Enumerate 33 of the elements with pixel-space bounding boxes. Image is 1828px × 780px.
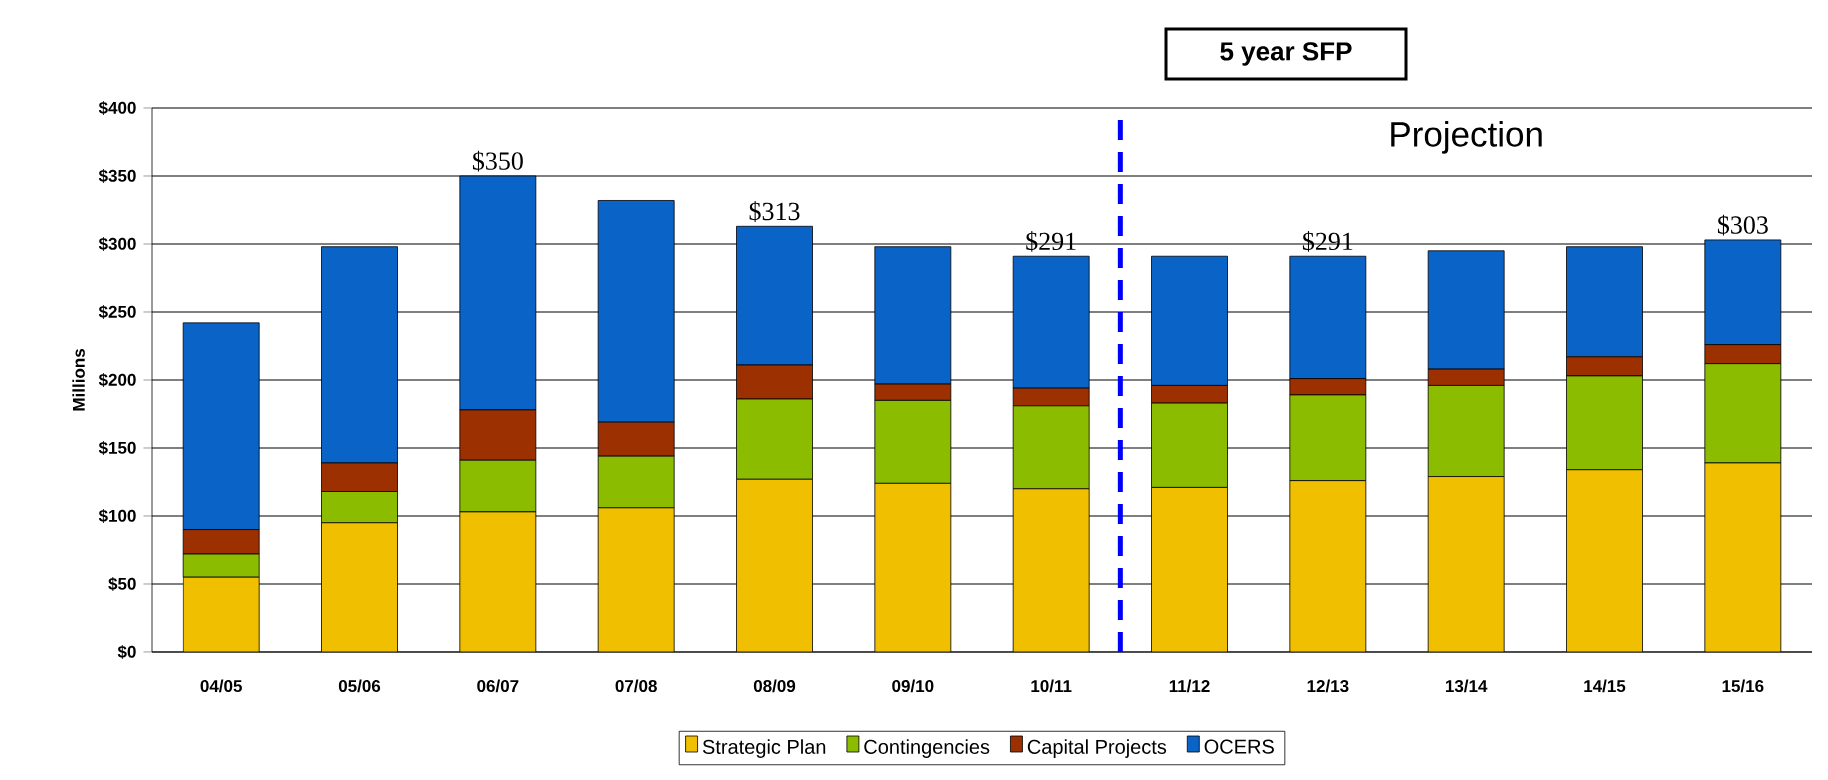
x-tick-label: 14/15: [1584, 679, 1626, 693]
x-tick-label: 04/05: [200, 679, 242, 693]
x-tick-label: 11/12: [1169, 679, 1210, 693]
y-tick-label: $350: [98, 169, 136, 183]
total-label: $291: [1302, 231, 1353, 252]
total-label: $350: [472, 150, 523, 172]
y-tick-label: $150: [98, 441, 136, 455]
y-tick-label: $200: [98, 373, 136, 387]
y-tick-label: $0: [117, 645, 136, 659]
text: 5 year SFP: [1220, 42, 1352, 66]
legend-label: OCERS: [1204, 739, 1274, 754]
total-label: $303: [1717, 214, 1768, 236]
x-tick-label: 07/08: [615, 679, 657, 693]
x-tick-label: 13/14: [1445, 679, 1488, 693]
x-tick-label: 09/10: [892, 679, 934, 693]
x-tick-label: 10/11: [1031, 679, 1072, 693]
x-tick-label: 15/16: [1722, 679, 1764, 693]
x-tick-label: 08/09: [753, 679, 796, 693]
y-tick-label: $250: [98, 305, 136, 319]
y-tick-label: $400: [98, 101, 136, 115]
legend-label: Capital Projects: [1027, 739, 1167, 758]
legend-label: Strategic Plan: [702, 739, 826, 758]
y-tick-label: $50: [108, 577, 136, 591]
y-tick-label: $100: [98, 509, 136, 523]
total-label: $313: [749, 201, 800, 222]
x-tick-label: 06/07: [477, 679, 519, 693]
x-tick-label: 05/06: [338, 679, 381, 693]
x-tick-label: 12/13: [1307, 679, 1349, 693]
legend-label: Contingencies: [864, 739, 990, 758]
y-tick-label: $300: [98, 237, 136, 251]
annotation: Projection: [1391, 121, 1542, 154]
total-label: $291: [1026, 231, 1076, 252]
y-axis-title: Millions: [72, 349, 85, 411]
